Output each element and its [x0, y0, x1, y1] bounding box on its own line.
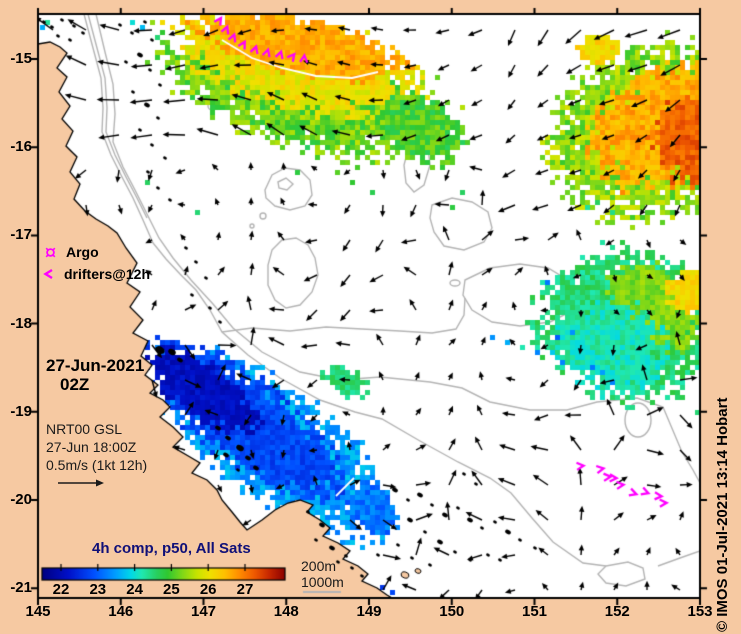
y-tick-label: -21	[10, 579, 32, 597]
vector-scale-arrow	[58, 479, 104, 487]
colorbar-tick-label: 26	[199, 581, 217, 598]
model-info: NRT00 GSL 27-Jun 18:00Z 0.5m/s (1kt 12h)	[46, 420, 147, 474]
x-tick-label: 150	[439, 603, 465, 620]
y-tick-label: -16	[10, 138, 32, 156]
colorbar-tick-label: 24	[126, 581, 143, 598]
y-tick-label: -17	[10, 226, 32, 244]
model-name: NRT00 GSL	[46, 421, 122, 437]
date-stamp: 27-Jun-2021 02Z	[46, 356, 144, 394]
x-tick-label: 146	[108, 603, 134, 620]
x-tick-label: 145	[25, 603, 51, 620]
y-tick-label: -20	[10, 491, 32, 508]
y-tick-label: -18	[10, 314, 32, 332]
colorbar-tick-label: 25	[163, 581, 180, 598]
argo-icon	[45, 247, 56, 257]
contour-legend-200m: 200m	[301, 558, 337, 574]
colorbar-title: 4h comp, p50, All Sats	[92, 540, 251, 557]
y-tick-label: -19	[10, 402, 32, 420]
x-tick-label: 153	[687, 603, 713, 620]
date-stamp-date: 27-Jun-2021	[46, 356, 145, 375]
colorbar-tick-label: 23	[89, 581, 107, 598]
date-stamp-time: 02Z	[60, 375, 90, 394]
vector-scale-label: 0.5m/s (1kt 12h)	[46, 457, 148, 473]
drifter-icon	[43, 268, 53, 280]
colorbar-tick-label: 27	[236, 581, 254, 598]
colorbar-tick-label: 22	[52, 581, 70, 598]
legend-argo: Argo	[44, 244, 99, 260]
drifter-label: drifters@12h	[64, 266, 151, 282]
y-tick-label: -15	[10, 50, 32, 67]
legend-drifters: drifters@12h	[42, 266, 150, 282]
x-tick-label: 149	[356, 603, 382, 620]
credit-text: © IMOS 01-Jul-2021 13:14 Hobart	[714, 397, 731, 632]
x-tick-label: 147	[190, 603, 217, 620]
model-time: 27-Jun 18:00Z	[46, 439, 137, 455]
x-tick-label: 152	[604, 603, 630, 620]
contour-legend-1000m: 1000m	[301, 574, 344, 590]
x-tick-label: 148	[273, 603, 299, 620]
argo-label: Argo	[66, 244, 99, 260]
x-tick-label: 151	[521, 603, 548, 620]
